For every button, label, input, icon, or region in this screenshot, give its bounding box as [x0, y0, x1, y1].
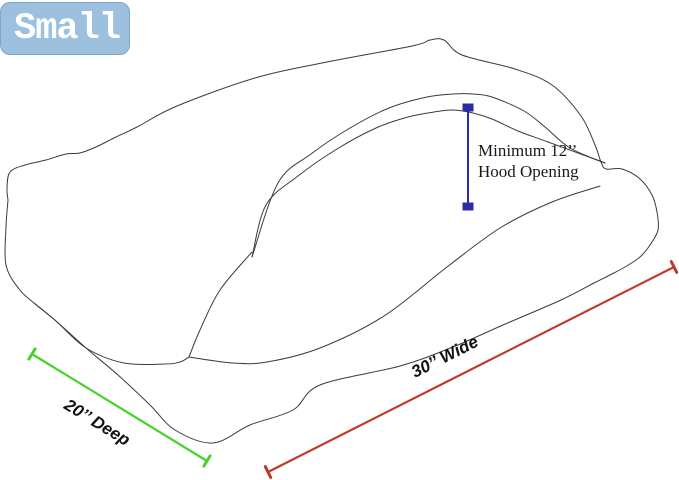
svg-text:Minimum 12’’: Minimum 12’’	[478, 141, 577, 160]
svg-text:Hood Opening: Hood Opening	[478, 162, 579, 181]
svg-text:20’’ Deep: 20’’ Deep	[60, 395, 133, 450]
svg-text:30’’ Wide: 30’’ Wide	[408, 332, 481, 382]
